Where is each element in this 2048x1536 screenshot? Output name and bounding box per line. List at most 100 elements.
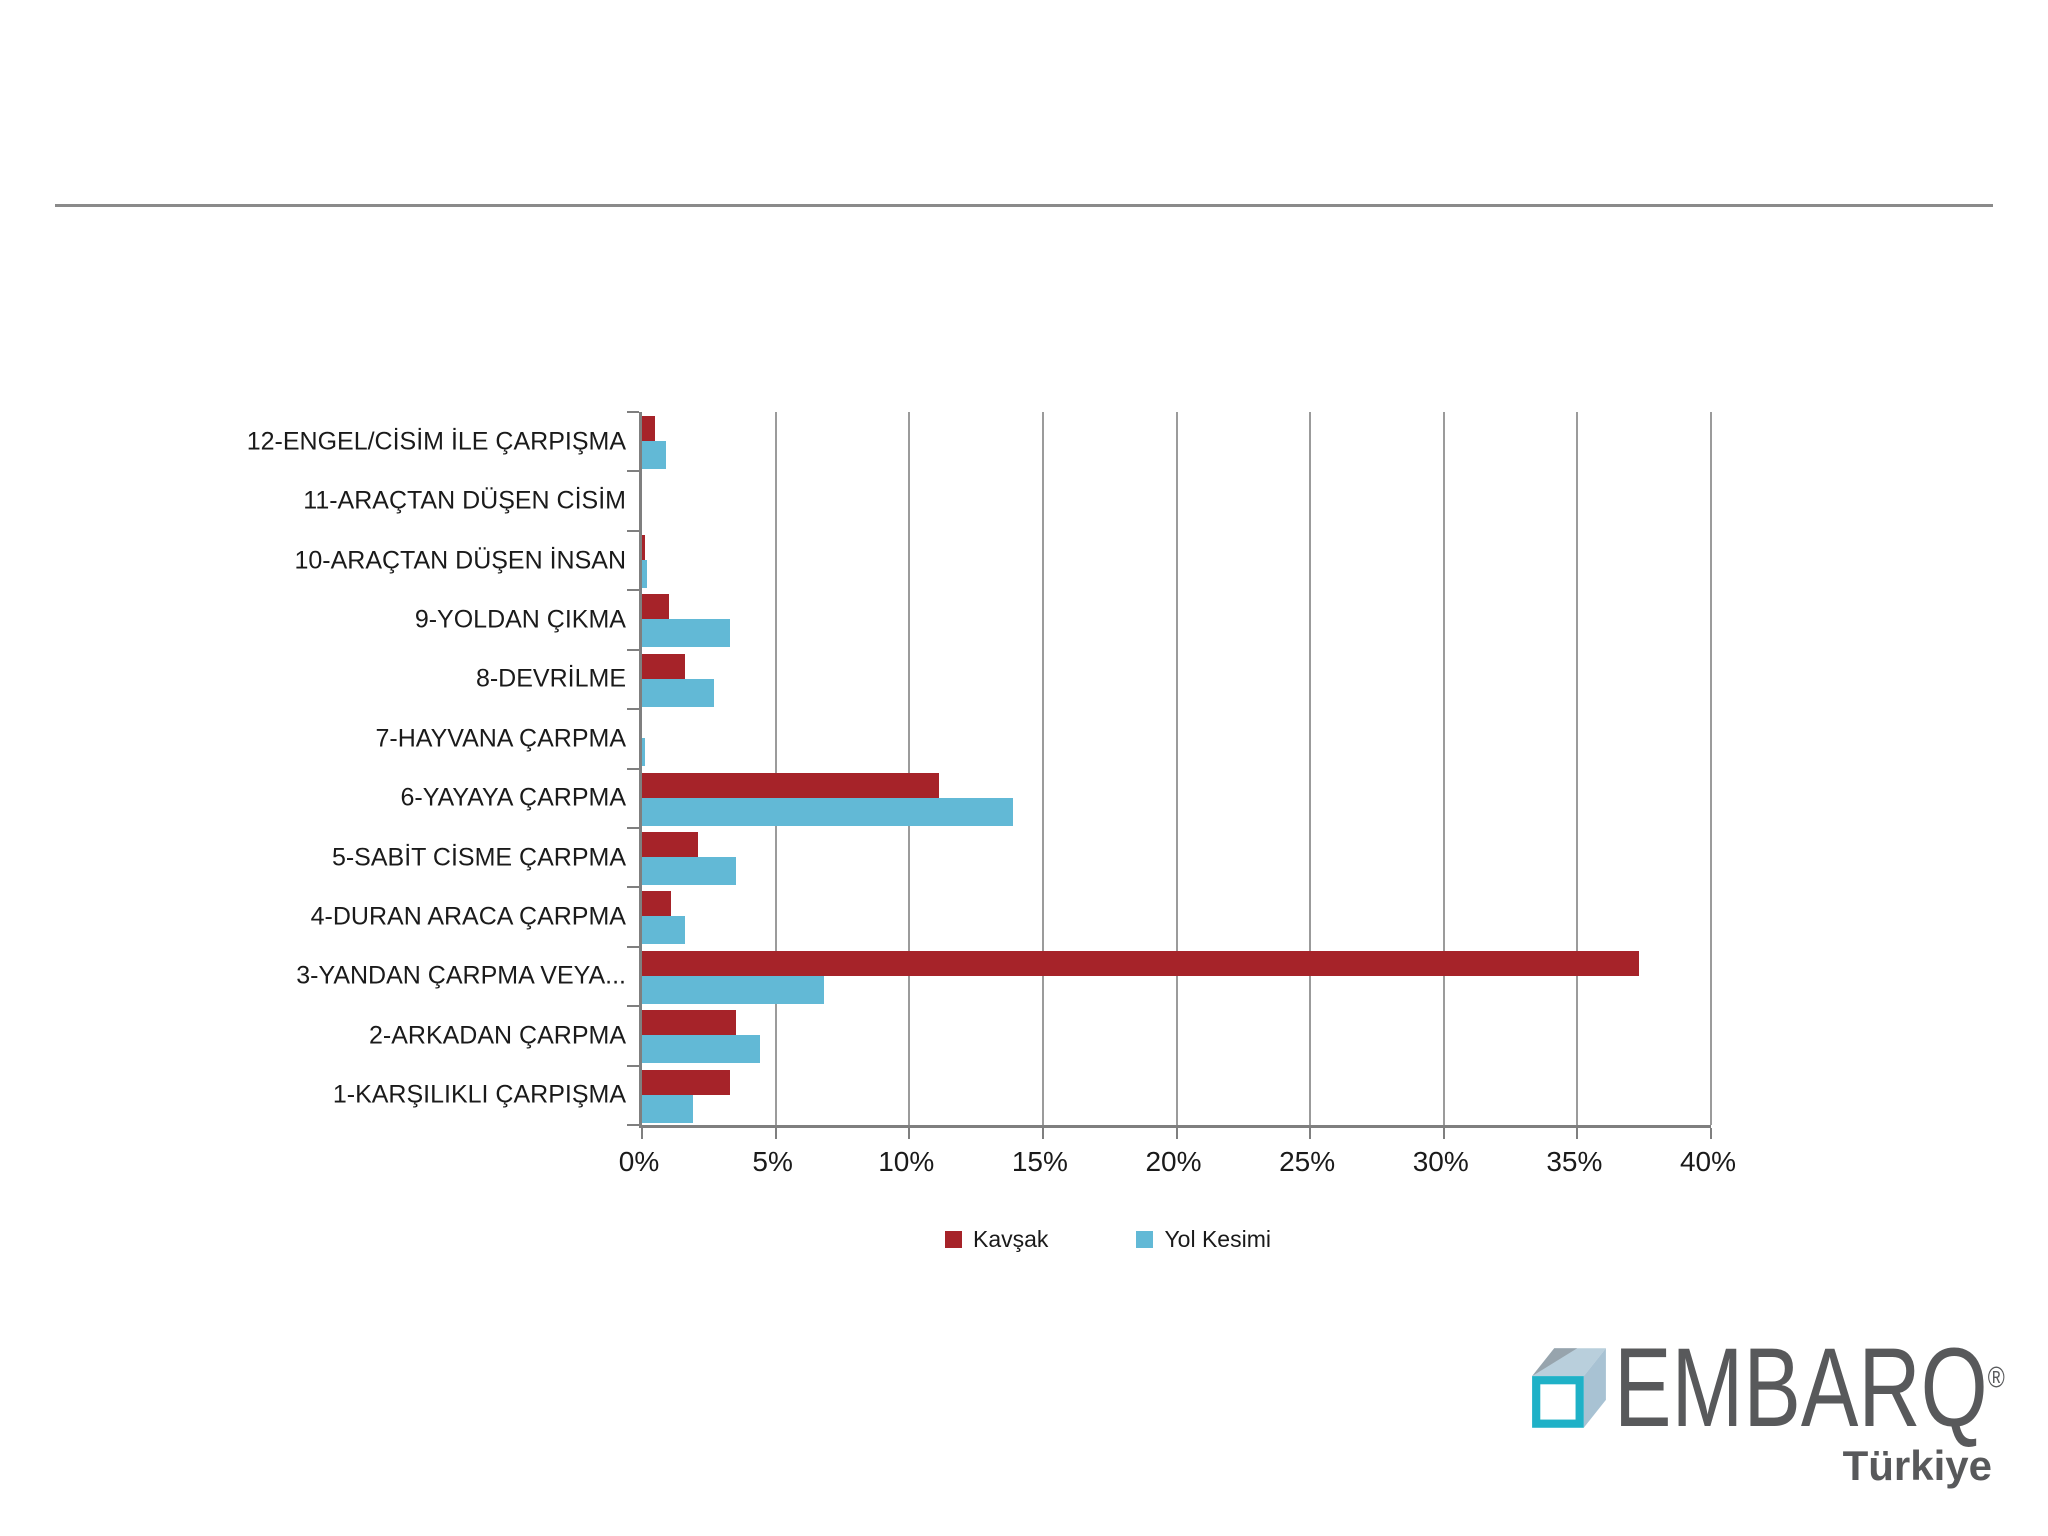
chart-row: 2-ARKADAN ÇARPMA bbox=[369, 1006, 1711, 1065]
bar-kavsak bbox=[642, 1069, 731, 1095]
x-tick-label: 10% bbox=[878, 1146, 935, 1177]
category-label: 10-ARAÇTAN DÜŞEN İNSAN bbox=[294, 546, 626, 575]
x-tick-label: 40% bbox=[1679, 1146, 1737, 1177]
x-axis-tick bbox=[1175, 1128, 1178, 1139]
chart-legend: Kavşak Yol Kesimi bbox=[945, 1226, 1271, 1253]
gridline bbox=[1576, 412, 1579, 1125]
chart-row: 6-YAYAYA ÇARPMA bbox=[400, 769, 1711, 828]
legend-swatch-kavsak bbox=[945, 1231, 962, 1248]
chart-row: 9-YOLDAN ÇIKMA bbox=[415, 590, 1711, 649]
registered-mark: ® bbox=[1987, 1361, 2005, 1395]
legend-item-yol-kesimi: Yol Kesimi bbox=[1136, 1226, 1271, 1253]
category-label: 6-YAYAYA ÇARPMA bbox=[400, 783, 626, 812]
gridline bbox=[1309, 412, 1312, 1125]
x-axis-tick bbox=[1710, 1128, 1712, 1139]
gridline bbox=[1710, 412, 1712, 1125]
x-tick-label: 25% bbox=[1279, 1146, 1336, 1177]
gridline bbox=[908, 412, 911, 1125]
bar-yol-kesimi bbox=[642, 678, 715, 707]
category-label: 12-ENGEL/CİSİM İLE ÇARPIŞMA bbox=[246, 427, 626, 456]
x-axis-tick bbox=[774, 1128, 777, 1139]
category-label: 11-ARAÇTAN DÜŞEN CİSİM bbox=[303, 486, 626, 515]
y-axis-tick bbox=[627, 826, 639, 829]
y-axis-tick bbox=[627, 767, 639, 770]
chart-row: 3-YANDAN ÇARPMA VEYA... bbox=[296, 947, 1711, 1006]
y-axis-tick bbox=[627, 945, 639, 948]
bar-kavsak bbox=[642, 653, 685, 679]
category-label: 8-DEVRİLME bbox=[475, 664, 626, 693]
category-label: 3-YANDAN ÇARPMA VEYA... bbox=[296, 961, 626, 990]
legend-swatch-yol-kesimi bbox=[1136, 1231, 1154, 1248]
logo-brand-row: EMBARQ® bbox=[1614, 1332, 2005, 1444]
title-divider-line bbox=[55, 204, 1993, 207]
y-axis-tick bbox=[627, 589, 639, 592]
y-axis-tick bbox=[627, 529, 639, 532]
y-axis-tick bbox=[627, 411, 639, 413]
gridline bbox=[1442, 412, 1445, 1125]
gridline bbox=[1041, 412, 1044, 1125]
x-axis-tick bbox=[908, 1128, 911, 1139]
gridline bbox=[1175, 412, 1178, 1125]
bar-yol-kesimi bbox=[642, 619, 731, 648]
bar-kavsak bbox=[642, 772, 939, 798]
y-axis-tick bbox=[627, 886, 639, 889]
chart-row: 8-DEVRİLME bbox=[476, 650, 1711, 709]
y-axis-tick bbox=[627, 1124, 639, 1126]
logo-brand-text: EMBARQ bbox=[1614, 1325, 1988, 1450]
y-axis-tick bbox=[627, 470, 639, 473]
bar-yol-kesimi bbox=[642, 1094, 693, 1123]
bar-kavsak bbox=[642, 950, 1639, 976]
x-tick-label: 30% bbox=[1412, 1146, 1469, 1177]
bar-kavsak bbox=[642, 534, 645, 560]
bar-yol-kesimi bbox=[642, 1035, 760, 1064]
legend-item-kavsak: Kavşak bbox=[945, 1226, 1048, 1253]
category-label: 2-ARKADAN ÇARPMA bbox=[369, 1021, 626, 1050]
chart-row: 4-DURAN ARACA ÇARPMA bbox=[311, 887, 1711, 946]
bar-yol-kesimi bbox=[642, 441, 667, 469]
x-axis-tick bbox=[1442, 1128, 1445, 1139]
chart-row: 1-KARŞILIKLI ÇARPIŞMA bbox=[333, 1066, 1711, 1125]
y-axis-tick bbox=[627, 1064, 639, 1067]
bar-yol-kesimi bbox=[642, 975, 824, 1004]
bar-yol-kesimi bbox=[642, 559, 648, 588]
x-axis-tick bbox=[641, 1128, 643, 1139]
plot-area: 12-ENGEL/CİSİM İLE ÇARPIŞMA 11-ARAÇTAN DÜ… bbox=[247, 411, 1712, 1139]
bar-kavsak bbox=[642, 832, 699, 857]
legend-label-yol-kesimi: Yol Kesimi bbox=[1164, 1226, 1271, 1252]
x-tick-label: 5% bbox=[752, 1146, 793, 1177]
bar-kavsak bbox=[642, 891, 672, 917]
chart-row: 5-SABİT CİSME ÇARPMA bbox=[332, 828, 1711, 887]
bar-yol-kesimi bbox=[642, 797, 1014, 826]
chart-row: 7-HAYVANA ÇARPMA bbox=[375, 709, 1711, 768]
x-axis-tick bbox=[1309, 1128, 1312, 1139]
logo-region-text: Türkiye bbox=[1842, 1442, 1992, 1489]
x-tick-label: 15% bbox=[1011, 1146, 1068, 1177]
gridline bbox=[774, 412, 777, 1125]
chart-row: 11-ARAÇTAN DÜŞEN CİSİM bbox=[303, 471, 1711, 530]
bar-kavsak bbox=[642, 594, 669, 620]
y-axis-tick bbox=[627, 708, 639, 711]
bar-yol-kesimi bbox=[642, 916, 685, 945]
x-axis-labels: 0% 5% 10% 15% 20% 25% 30% 35% 40% bbox=[619, 1146, 1736, 1186]
bar-yol-kesimi bbox=[642, 857, 736, 885]
embarq-logo: EMBARQ® Türkiye bbox=[1528, 1332, 2048, 1494]
y-axis-tick bbox=[627, 648, 639, 651]
legend-label-kavsak: Kavşak bbox=[973, 1226, 1049, 1252]
bar-kavsak bbox=[642, 416, 656, 442]
category-label: 7-HAYVANA ÇARPMA bbox=[375, 724, 626, 753]
x-tick-label: 0% bbox=[618, 1146, 660, 1177]
y-axis-tick bbox=[627, 1005, 639, 1008]
category-label: 1-KARŞILIKLI ÇARPIŞMA bbox=[332, 1080, 626, 1109]
x-axis-tick bbox=[1041, 1128, 1044, 1139]
x-tick-label: 20% bbox=[1145, 1146, 1202, 1177]
x-tick-label: 35% bbox=[1546, 1146, 1603, 1177]
chart-row: 12-ENGEL/CİSİM İLE ÇARPIŞMA bbox=[247, 412, 1711, 471]
chart-row: 10-ARAÇTAN DÜŞEN İNSAN bbox=[294, 531, 1711, 590]
category-label: 4-DURAN ARACA ÇARPMA bbox=[310, 902, 626, 931]
embarq-cube-icon bbox=[1532, 1348, 1606, 1428]
x-axis-tick bbox=[1576, 1128, 1579, 1139]
category-label: 5-SABİT CİSME ÇARPMA bbox=[331, 843, 626, 872]
bar-yol-kesimi bbox=[642, 738, 645, 767]
category-label: 9-YOLDAN ÇIKMA bbox=[414, 605, 626, 634]
bar-kavsak bbox=[642, 1010, 736, 1036]
